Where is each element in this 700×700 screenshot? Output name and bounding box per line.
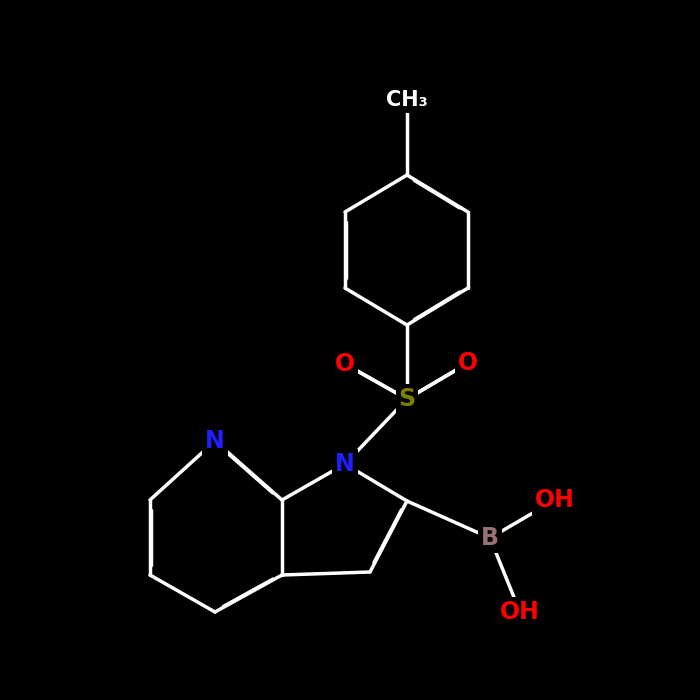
Text: B: B [481, 526, 499, 550]
Text: O: O [335, 352, 355, 376]
Text: CH₃: CH₃ [386, 90, 428, 110]
Text: OH: OH [500, 600, 540, 624]
Text: N: N [205, 429, 225, 453]
Text: OH: OH [535, 488, 575, 512]
Text: O: O [458, 351, 478, 375]
Text: S: S [398, 387, 416, 411]
Text: N: N [335, 452, 355, 476]
